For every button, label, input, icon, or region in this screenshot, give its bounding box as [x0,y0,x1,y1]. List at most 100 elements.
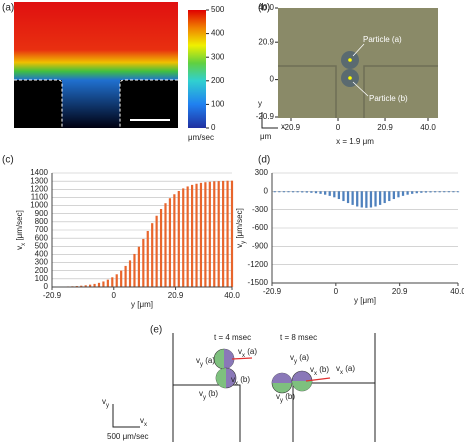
y-tick-label: 800 [35,217,49,226]
bar [301,191,303,192]
bar [187,186,189,287]
label-part: (a) [343,364,355,373]
colorbar-tick-label: 0 [211,123,216,132]
bar [138,247,140,287]
y-tick-label: 300 [35,258,49,267]
axis-label: vy [102,397,109,408]
bar [213,181,215,287]
x-tick-label: -20.9 [263,287,282,296]
y-tick-label: 600 [35,233,49,242]
bar [402,191,404,196]
bar [283,191,285,192]
y-tick-label: 20.9 [258,37,274,46]
label-part: (b) [317,365,329,374]
bar [342,191,344,201]
bar [226,181,228,287]
x-tick-label: 0 [334,287,339,296]
bar [338,191,340,199]
bar [361,191,363,207]
bar [425,191,427,192]
bar [195,184,197,287]
bar [356,191,358,206]
bar [133,254,135,287]
y-tick-label: 300 [255,168,269,177]
label-part: (a) [203,356,215,365]
panel-label: (c) [2,155,14,166]
bar [120,271,122,287]
bar [411,191,413,194]
label-part: (b) [283,392,295,401]
bar [287,191,289,192]
bar [169,198,171,287]
y-tick-label: -20.9 [256,112,275,121]
velocity-label: vy (b) [276,392,295,403]
y-tick-label: 1000 [30,201,48,210]
bar [374,191,376,206]
y-tick-label: -600 [252,223,269,232]
label-part: [μm/sec] [235,208,244,241]
bar [397,191,399,197]
axis-glyph-label: y [258,99,262,108]
y-tick-label: 400 [35,250,49,259]
colorbar-tick-label: 100 [211,100,225,109]
x-tick-label: 20.9 [168,291,184,300]
bar [365,191,367,208]
label-part: (a) [245,347,257,356]
x-axis-label: y [μm] [131,300,153,309]
velocity-label: vx (b) [310,365,329,376]
time-label: t = 8 msec [280,333,317,342]
bar [200,183,202,287]
bar [173,194,175,287]
bar [351,191,353,205]
caption: x = 1.9 μm [336,137,374,146]
channel-diagram [113,333,375,442]
axis-glyph-label: x [281,122,285,131]
bar [178,191,180,287]
x-tick-label: 0 [112,291,117,300]
velocity-label: vx (a) [336,364,355,375]
bar [278,191,280,192]
colorbar-tick-label: 400 [211,29,225,38]
axis-glyph-label: μm [260,132,272,141]
bar [222,181,224,287]
y-axis-label: vx [μm/sec] [15,210,26,250]
bar [370,191,372,207]
bar [388,191,390,201]
bar [107,280,109,287]
y-tick-label: 1200 [30,184,48,193]
bar [306,191,308,192]
x-tick-label: 40.0 [450,287,464,296]
colorbar-label: μm/sec [188,133,214,142]
bar [448,191,450,192]
y-tick-label: 100 [35,274,49,283]
bar [406,191,408,194]
bar [329,191,331,196]
bar [347,191,349,203]
colorbar-tick-label: 200 [211,76,225,85]
bar [310,191,312,192]
bar [182,188,184,287]
x-tick-label: 40.0 [420,123,436,132]
bar [231,181,233,287]
velocity-label: vy (a) [290,353,309,364]
y-tick-label: 1400 [30,168,48,177]
label-part: (b) [206,389,218,398]
bar [111,277,113,287]
label-part: x [144,422,147,428]
micrograph [278,8,438,118]
bar [160,209,162,287]
bar [129,260,131,287]
bar [439,191,441,192]
x-tick-label: -20.9 [43,291,62,300]
bar [156,216,158,287]
bar [393,191,395,199]
bar [297,191,299,192]
velocity-label: vy (b) [199,389,218,400]
particle-label: Particle (b) [369,94,408,103]
bar [98,283,100,287]
bar [116,274,118,287]
y-tick-label: 40.0 [258,3,274,12]
x-tick-label: 20.9 [392,287,408,296]
bar [315,191,317,193]
bar [416,191,418,193]
